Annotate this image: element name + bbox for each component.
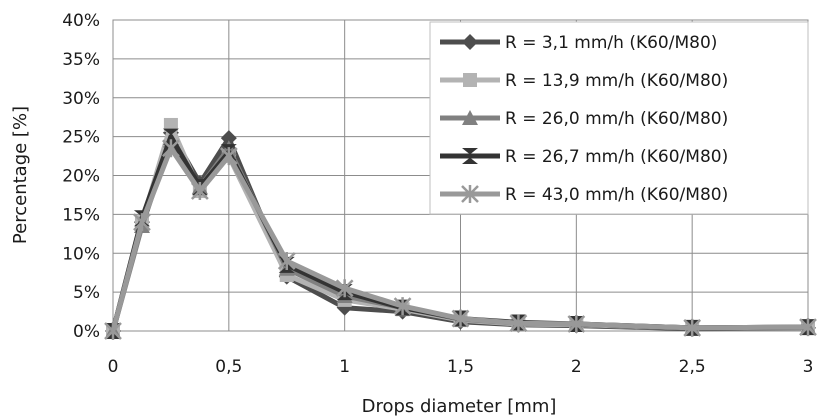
data-point xyxy=(799,318,817,337)
y-tick-label: 10% xyxy=(62,244,100,264)
y-axis-tick-labels: 0% 5% 10% 15% 20% 25% 30% 35% 40% xyxy=(62,11,100,342)
x-tick-label: 2,5 xyxy=(679,357,706,377)
data-point xyxy=(219,147,238,166)
legend-marker xyxy=(461,185,479,203)
legend-item: R = 26,7 mm/h (K60/M80) xyxy=(440,147,728,167)
data-point xyxy=(163,117,178,132)
x-tick-label: 2 xyxy=(571,357,582,377)
data-point xyxy=(277,252,296,271)
data-point xyxy=(162,128,179,145)
y-tick-label: 5% xyxy=(73,283,100,303)
data-point xyxy=(451,309,470,328)
data-point xyxy=(393,297,412,316)
legend-label: R = 3,1 mm/h (K60/M80) xyxy=(505,33,717,53)
legend-item: R = 26,0 mm/h (K60/M80) xyxy=(440,109,728,129)
data-point xyxy=(104,322,122,340)
legend-label: R = 26,0 mm/h (K60/M80) xyxy=(505,109,728,129)
legend-label: R = 26,7 mm/h (K60/M80) xyxy=(505,147,728,167)
legend-item: R = 43,0 mm/h (K60/M80) xyxy=(440,185,728,205)
x-axis-title: Drops diameter [mm] xyxy=(362,396,557,417)
legend-item: R = 13,9 mm/h (K60/M80) xyxy=(440,71,728,91)
legend: R = 3,1 mm/h (K60/M80) R = 13,9 mm/h (K60… xyxy=(429,21,809,215)
data-point xyxy=(190,182,209,201)
x-axis-tick-labels: 0 0,5 1 1,5 2 2,5 3 xyxy=(108,357,814,377)
data-point xyxy=(683,318,702,337)
data-point xyxy=(567,315,586,334)
y-tick-label: 20% xyxy=(62,167,100,187)
x-tick-label: 1,5 xyxy=(447,357,474,377)
y-tick-label: 15% xyxy=(62,205,100,225)
series-layer xyxy=(104,117,817,340)
data-point xyxy=(220,130,237,147)
y-axis-title: Percentage [%] xyxy=(10,106,31,244)
legend-marker xyxy=(462,110,478,125)
data-point xyxy=(509,314,528,333)
data-point xyxy=(133,213,151,232)
y-tick-label: 35% xyxy=(62,50,100,70)
legend-label: R = 43,0 mm/h (K60/M80) xyxy=(505,185,728,205)
series-5 xyxy=(104,139,817,340)
data-point xyxy=(162,139,180,158)
y-tick-label: 30% xyxy=(62,89,100,109)
y-tick-label: 40% xyxy=(62,11,100,31)
legend-marker xyxy=(463,73,477,87)
legend-item: R = 3,1 mm/h (K60/M80) xyxy=(440,33,717,53)
data-point xyxy=(335,279,354,298)
x-tick-label: 0 xyxy=(108,357,119,377)
x-tick-label: 0,5 xyxy=(215,357,242,377)
x-tick-label: 3 xyxy=(803,357,814,377)
x-tick-label: 1 xyxy=(339,357,350,377)
y-tick-label: 25% xyxy=(62,128,100,148)
legend-marker xyxy=(462,34,478,50)
y-tick-label: 0% xyxy=(73,322,100,342)
legend-label: R = 13,9 mm/h (K60/M80) xyxy=(505,71,728,91)
legend-marker xyxy=(462,148,478,164)
